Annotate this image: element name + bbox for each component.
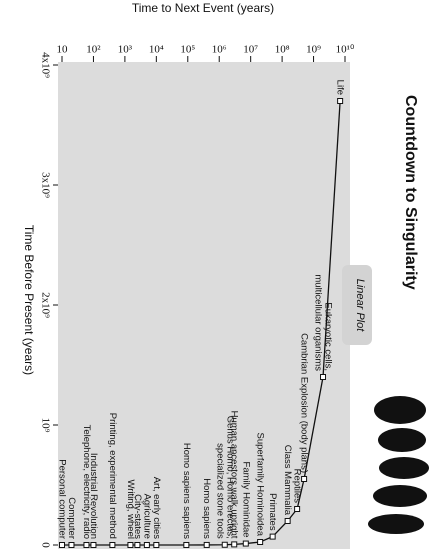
y-tick-label: 10 (57, 44, 69, 56)
event-label: Homo sapiens sapiens (181, 443, 192, 539)
y-tick-label: 10⁸ (275, 44, 290, 56)
evolution-icons (368, 396, 429, 534)
event-label: Life (335, 80, 346, 95)
point-marker (221, 541, 228, 548)
y-tick-label: 10⁵ (180, 44, 195, 56)
event-label: Superfamily Hominoidea (255, 433, 266, 537)
point-marker (337, 98, 344, 104)
event-label: Computer (66, 497, 77, 539)
event-label: Telephone, electricity, radio (81, 425, 92, 539)
point-marker (294, 506, 301, 512)
point-marker (301, 476, 308, 482)
event-label: Human ancestors walk upright (229, 411, 240, 539)
x-tick-label: 2x10⁹ (39, 292, 51, 318)
x-tick-label: 10⁹ (39, 418, 51, 433)
y-tick-label: 10¹⁰ (336, 44, 355, 56)
event-label: Personal computer (56, 459, 67, 539)
point-marker (320, 374, 327, 380)
y-axis-title: Time to Next Event (years) (132, 1, 274, 15)
point-marker (68, 542, 75, 548)
chart-title: Countdown to Singularity (402, 95, 419, 290)
point-marker (183, 541, 190, 548)
y-tick-label: 10² (86, 44, 101, 56)
subtitle-tab (342, 265, 372, 345)
event-label: City-states (132, 494, 143, 539)
point-marker (284, 518, 291, 524)
event-label: Writing, wheel (125, 479, 136, 539)
event-label: Industrial Revolution (88, 453, 99, 539)
point-marker (83, 542, 90, 548)
event-label: multicellular organisms (313, 274, 324, 371)
x-tick-label: 0 (39, 542, 51, 548)
point-marker (90, 542, 97, 548)
event-label: specialized stone tools (214, 443, 225, 539)
x-tick-label: 4x10⁹ (39, 52, 51, 78)
event-label: Reptiles (292, 469, 303, 504)
event-label: Class Mammalia (282, 445, 293, 516)
event-label: Homo sapiens (201, 478, 212, 539)
plot-layer: 4x10⁹ 3x10⁹ 2x10⁹ 10⁹ 0 10 10² 10³ 10⁴ 10⁵ 10⁶ 10⁷ 1… (39, 44, 354, 549)
event-label: Agriculture (141, 494, 152, 539)
event-label: Art, early cities (151, 477, 162, 540)
event-label: Family Hominidae (240, 462, 251, 538)
y-tick-label: 10⁹ (306, 44, 321, 56)
point-marker (269, 533, 276, 540)
point-marker (143, 541, 150, 548)
point-marker (203, 541, 210, 548)
y-tick-label: 10⁴ (149, 44, 164, 56)
point-marker (127, 541, 134, 548)
event-label: Genus Homo, Homo erectus, (224, 416, 235, 539)
event-label: Eukaryotic cells, (323, 302, 334, 371)
point-marker (242, 540, 249, 547)
point-marker (109, 541, 116, 548)
event-label: Primates (267, 493, 278, 531)
point-marker (257, 539, 264, 545)
point-marker (231, 541, 238, 548)
event-label: Cambrian Explosion (body plans) (299, 333, 310, 473)
point-marker (153, 541, 160, 548)
plot-background (58, 62, 350, 549)
rotated-frame: Linear Plot Countdown to Singularity Tim… (22, 1, 429, 549)
y-tick-label: 10³ (118, 44, 133, 56)
y-tick-label: 10⁷ (243, 44, 258, 56)
x-tick-label: 3x10⁹ (39, 172, 51, 198)
point-marker (59, 542, 65, 548)
y-tick-label: 10⁶ (212, 44, 227, 56)
x-axis-title: Time Before Present (years) (22, 225, 36, 375)
subtitle: Linear Plot (354, 279, 366, 333)
event-label: Printing, experimental method (107, 413, 118, 539)
point-marker (134, 541, 141, 548)
